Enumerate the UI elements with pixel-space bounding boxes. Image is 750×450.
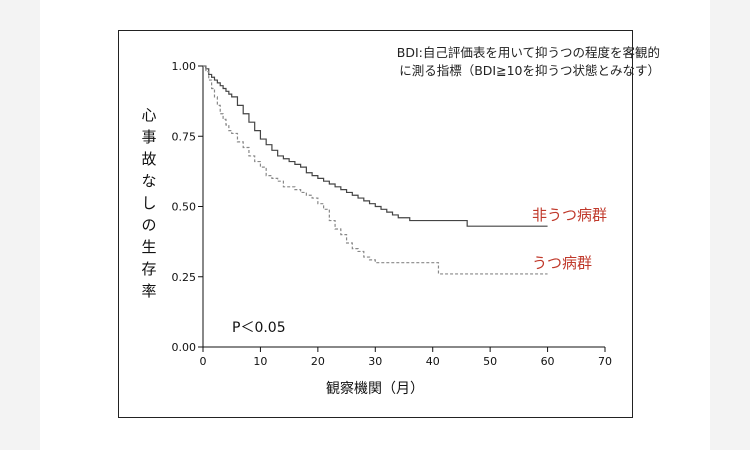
- x-tick-label: 40: [426, 355, 440, 368]
- y-axis-label-char: の: [141, 216, 157, 234]
- x-tick-label: 10: [253, 355, 267, 368]
- y-tick-label: 0.00: [172, 341, 197, 354]
- y-tick-label: 0.25: [172, 271, 197, 284]
- x-tick-label: 30: [368, 355, 382, 368]
- series-line-depressed: [203, 65, 548, 275]
- y-axis-label-char: し: [141, 194, 157, 212]
- y-tick-label: 0.75: [172, 130, 197, 143]
- y-axis-label-char: 事: [141, 128, 157, 146]
- y-tick-label: 1.00: [172, 60, 197, 73]
- y-axis-label-char: 生: [141, 238, 157, 256]
- x-tick-label: 50: [483, 355, 497, 368]
- y-axis-label-char: 率: [141, 282, 157, 300]
- bdi-note-line2: に測る指標（BDI≧10を抑うつ状態とみなす）: [399, 63, 660, 78]
- group-label-non-depressed: 非うつ病群: [532, 206, 608, 224]
- y-axis-label-char: な: [141, 172, 157, 190]
- bdi-note: BDI:自己評価表を用いて抑うつの程度を客観的 に測る指標（BDI≧10を抑うつ…: [240, 44, 660, 80]
- x-tick-label: 20: [311, 355, 325, 368]
- x-tick-label: 70: [598, 355, 612, 368]
- y-axis-label-char: 心: [141, 106, 157, 124]
- p-value: P＜0.05: [232, 320, 286, 336]
- x-axis-label: 観察機関（月）: [326, 381, 424, 397]
- y-tick-label: 0.50: [172, 201, 197, 214]
- bdi-note-line1: BDI:自己評価表を用いて抑うつの程度を客観的: [396, 45, 660, 60]
- group-label-depressed: うつ病群: [532, 254, 593, 272]
- x-tick-label: 0: [200, 355, 207, 368]
- figure-frame: [118, 30, 633, 418]
- y-axis-label-char: 存: [141, 260, 157, 278]
- x-tick-label: 60: [541, 355, 555, 368]
- series-line-non-depressed: [203, 65, 548, 227]
- y-axis-label: 心事故なしの生存率: [140, 104, 158, 302]
- y-axis-label-char: 故: [141, 150, 157, 168]
